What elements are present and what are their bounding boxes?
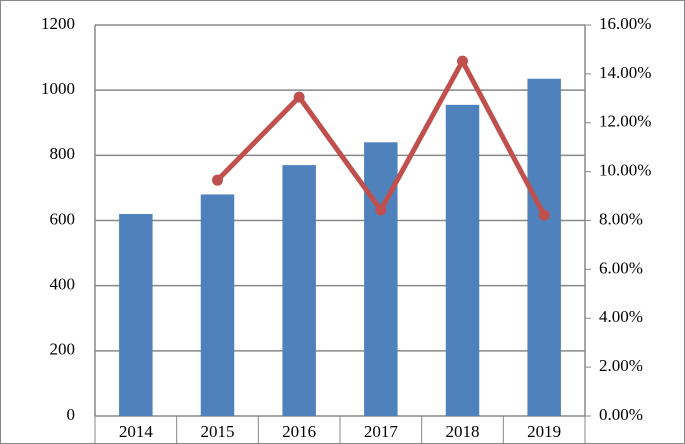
y-tick-label: 1200 <box>41 14 75 33</box>
y2-tick-label: 6.00% <box>599 258 643 277</box>
point <box>457 55 468 67</box>
x-tick-label: 2014 <box>119 422 154 441</box>
point <box>293 91 305 103</box>
y2-tick-label: 10.00% <box>599 161 651 180</box>
y2-tick-label: 2.00% <box>599 356 643 375</box>
bar <box>527 78 561 416</box>
x-tick-label: 2015 <box>201 422 235 441</box>
y-tick-label: 800 <box>50 144 76 163</box>
point <box>375 204 387 216</box>
bar <box>282 165 316 416</box>
x-tick-label: 2016 <box>282 422 316 441</box>
bar <box>200 194 235 416</box>
x-tick-label: 2018 <box>446 422 480 441</box>
y-tick-label: 1000 <box>41 79 75 98</box>
x-tick-label: 2019 <box>527 422 561 441</box>
y2-tick-label: 4.00% <box>599 307 643 326</box>
point <box>212 174 223 186</box>
y2-tick-label: 0.00% <box>599 405 643 424</box>
y2-tick-label: 8.00% <box>599 209 643 228</box>
y2-tick-label: 14.00% <box>599 63 651 82</box>
y-tick-label: 0 <box>67 405 76 424</box>
y-tick-label: 400 <box>50 275 76 294</box>
y-tick-label: 600 <box>50 209 76 228</box>
y2-tick-label: 12.00% <box>599 112 651 131</box>
x-tick-label: 2017 <box>364 422 399 441</box>
bar <box>119 213 153 416</box>
bar <box>445 104 480 417</box>
point <box>538 209 550 221</box>
y2-tick-label: 16.00% <box>599 14 651 33</box>
bar <box>364 142 398 417</box>
y-tick-label: 200 <box>50 340 76 359</box>
